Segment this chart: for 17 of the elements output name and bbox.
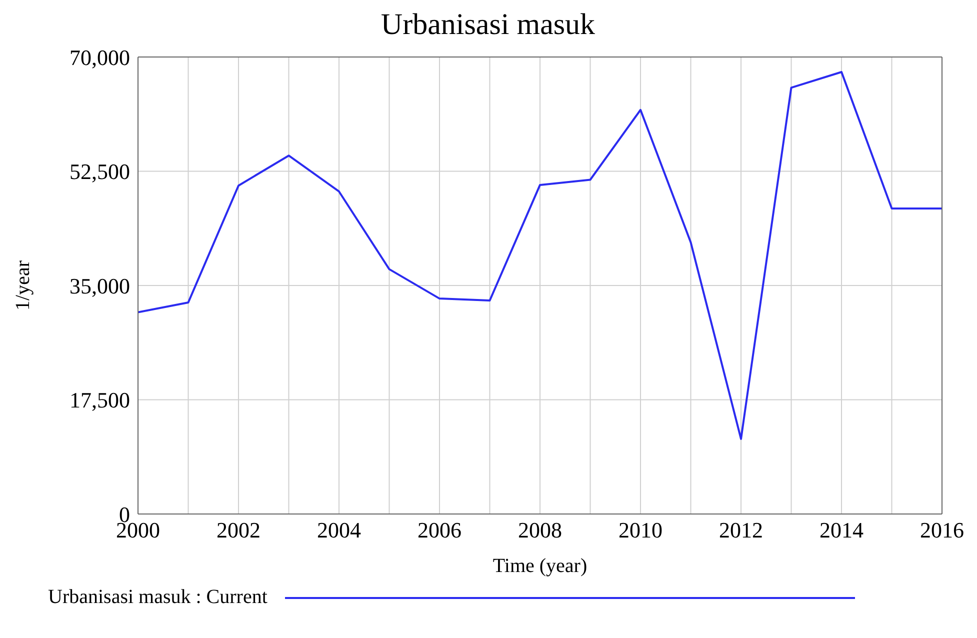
line-series <box>138 71 942 440</box>
y-tick-label: 52,500 <box>70 159 130 184</box>
x-tick-label: 2010 <box>618 518 662 543</box>
x-tick-label: 2014 <box>820 518 864 543</box>
y-tick-label: 70,000 <box>70 44 130 70</box>
y-tick-label: 35,000 <box>70 273 130 298</box>
y-axis-title: 1/year <box>12 260 34 310</box>
x-tick-label: 2004 <box>317 518 361 543</box>
x-tick-label: 2016 <box>920 518 964 543</box>
x-axis-title: Time (year) <box>492 555 588 577</box>
x-tick-label: 2008 <box>518 518 562 543</box>
x-tick-label: 2012 <box>719 518 763 543</box>
x-tick-label: 2006 <box>418 518 462 543</box>
text: Urbanisasi masuk : Current <box>48 586 268 609</box>
x-tick-label: 2002 <box>216 518 260 543</box>
y-tick-label: 17,500 <box>70 388 130 413</box>
chart-title: Urbanisasi masuk <box>380 8 596 42</box>
